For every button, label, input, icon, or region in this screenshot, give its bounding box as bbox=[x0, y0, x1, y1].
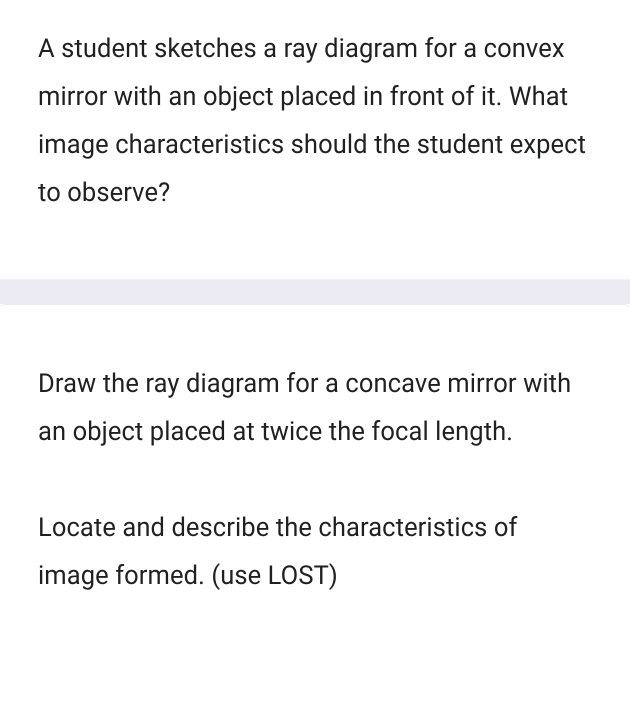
card-divider bbox=[0, 274, 630, 304]
question-1-text: A student sketches a ray diagram for a c… bbox=[38, 26, 592, 218]
divider-inner bbox=[0, 274, 630, 280]
question-card-2: Draw the ray diagram for a concave mirro… bbox=[0, 304, 630, 645]
question-card-1: A student sketches a ray diagram for a c… bbox=[0, 0, 630, 274]
question-2-para-2: Locate and describe the characteristics … bbox=[38, 505, 592, 601]
question-2-para-1: Draw the ray diagram for a concave mirro… bbox=[38, 361, 592, 457]
